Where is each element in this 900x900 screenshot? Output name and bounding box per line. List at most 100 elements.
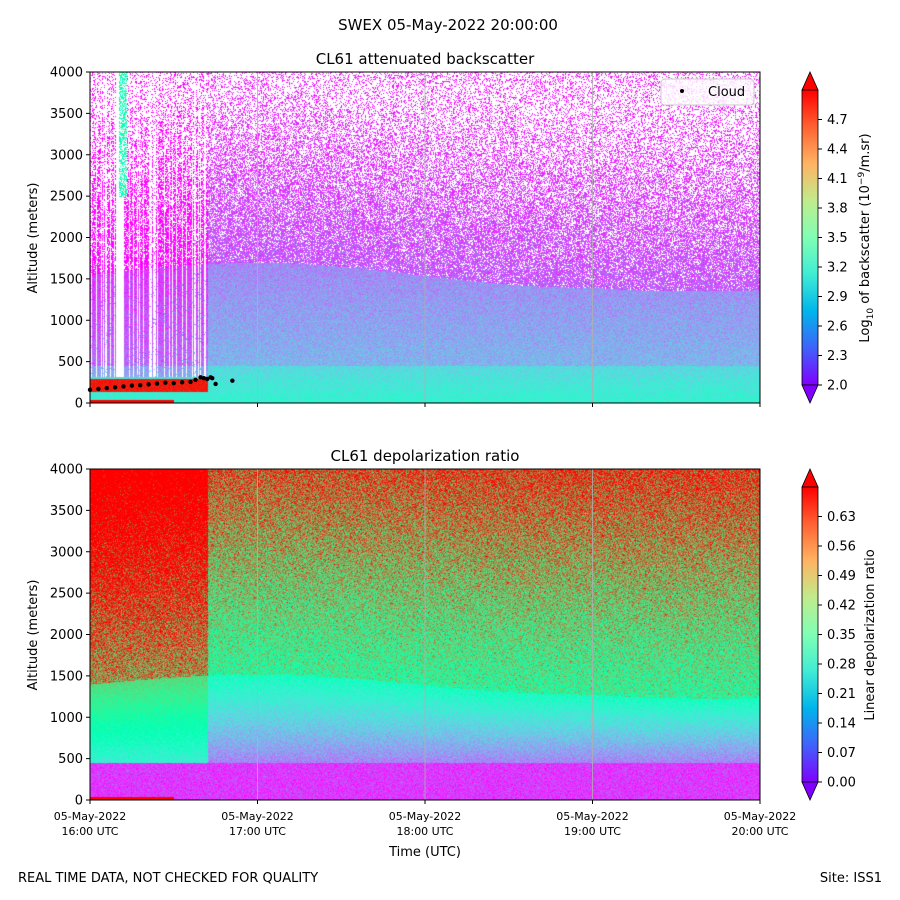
y-tick-label: 4000	[50, 463, 83, 478]
y-tick-label: 500	[58, 355, 83, 370]
colorbar-tick-label: 2.6	[827, 320, 848, 335]
y-tick-label: 4000	[50, 66, 83, 81]
depolarization-colorbar-body	[801, 486, 819, 783]
depolarization-colorbar-label: Linear depolarization ratio	[863, 549, 878, 720]
colorbar-tick-label: 0.14	[827, 717, 856, 732]
cloud-base-point	[179, 380, 185, 385]
x-tick-time: 19:00 UTC	[564, 825, 621, 838]
backscatter-colorbar-ticks: 2.0 2.3 2.6 2.9 3.2 3.5 3.8 4.1 4.4 4.7	[818, 113, 848, 394]
footer-site: Site: ISS1	[820, 871, 882, 886]
depolarization-x-ticks: 05-May-2022 16:00 UTC 05-May-2022 17:00 UTC…	[54, 800, 796, 838]
y-tick-label: 3500	[50, 504, 83, 519]
y-tick-label: 1000	[50, 711, 83, 726]
y-tick-label: 500	[58, 752, 83, 767]
colorbar-tick-label: 4.1	[827, 172, 848, 187]
x-tick-date: 05-May-2022	[556, 810, 628, 823]
cloud-base-point	[121, 384, 126, 389]
x-axis-label: Time (UTC)	[388, 845, 461, 860]
colorbar-tick-label: 4.4	[827, 143, 848, 158]
cloud-base-point	[171, 380, 176, 386]
colorbar-tick-label: 3.2	[827, 261, 848, 276]
backscatter-y-ticks: 0 500 1000 1500 2000 2500 3000 3500 4000	[50, 66, 90, 412]
colorbar-tick-label: 0.28	[827, 658, 856, 673]
backscatter-colorbar-extend-bottom	[801, 384, 819, 404]
depolarization-gridlines	[257, 469, 593, 800]
depolarization-ylabel: Altitude (meters)	[26, 580, 41, 691]
cloud-base-point	[163, 380, 168, 385]
colorbar-tick-label: 3.5	[827, 231, 848, 246]
colorbar-tick-label: 3.8	[827, 202, 848, 217]
colorbar-tick-label: 4.7	[827, 113, 848, 128]
x-tick-time: 18:00 UTC	[396, 825, 453, 838]
depolarization-title: CL61 depolarization ratio	[331, 447, 520, 465]
cloud-base-point	[138, 383, 143, 388]
y-tick-label: 1000	[50, 314, 83, 329]
backscatter-x-ticks	[89, 403, 761, 407]
depolarization-colorbar-ticks: 0.00 0.07 0.14 0.21 0.28 0.35 0.42 0.49 0.56 0.63	[818, 510, 856, 791]
x-tick-date: 05-May-2022	[54, 810, 126, 823]
cloud-base-point	[205, 376, 210, 382]
depolarization-colorbar-extend-bottom	[801, 781, 819, 801]
cloud-base-point	[112, 385, 118, 390]
x-tick-date: 05-May-2022	[389, 810, 461, 823]
x-tick-time: 17:00 UTC	[229, 825, 286, 838]
cloud-base-point	[213, 381, 218, 387]
cloud-legend-label: Cloud	[708, 85, 745, 100]
x-tick-date: 05-May-2022	[221, 810, 293, 823]
y-tick-label: 3500	[50, 107, 83, 122]
cloud-legend-marker	[680, 89, 684, 93]
backscatter-gridlines	[257, 72, 593, 403]
cloud-base-point	[210, 375, 215, 381]
backscatter-title: CL61 attenuated backscatter	[316, 50, 535, 68]
backscatter-colorbar: 2.0 2.3 2.6 2.9 3.2 3.5 3.8 4.1 4.4 4.7 Log10 of …	[801, 71, 876, 404]
backscatter-colorbar-label: Log10 of backscatter (10−9/m.sr)	[857, 133, 876, 342]
depolarization-colorbar-extend-top	[801, 468, 819, 488]
colorbar-tick-label: 2.0	[827, 379, 848, 394]
colorbar-tick-label: 0.49	[827, 569, 856, 584]
colorbar-tick-label: 0.07	[827, 746, 856, 761]
y-tick-label: 2000	[50, 628, 83, 643]
colorbar-tick-label: 0.56	[827, 540, 856, 555]
cloud-base-point	[154, 381, 160, 386]
y-tick-label: 3000	[50, 148, 83, 163]
cloud-base-point	[198, 375, 203, 380]
y-tick-label: 1500	[50, 669, 83, 684]
backscatter-panel: CL61 attenuated backscatter 0 500 1000 1500…	[26, 50, 876, 412]
x-tick-date: 05-May-2022	[724, 810, 796, 823]
footer-quality-note: REAL TIME DATA, NOT CHECKED FOR QUALITY	[18, 871, 318, 886]
depolarization-panel: CL61 depolarization ratio 0 500 1000 1500 20…	[26, 447, 878, 838]
colorbar-tick-label: 0.35	[827, 628, 856, 643]
cloud-base-point	[96, 386, 101, 392]
y-tick-label: 0	[75, 794, 83, 809]
x-tick-time: 16:00 UTC	[61, 825, 118, 838]
y-tick-label: 0	[75, 397, 83, 412]
figure-suptitle: SWEX 05-May-2022 20:00:00	[338, 16, 558, 34]
colorbar-tick-label: 0.21	[827, 687, 856, 702]
cloud-base-point	[104, 385, 109, 391]
y-tick-label: 3000	[50, 545, 83, 560]
y-tick-label: 1500	[50, 272, 83, 287]
colorbar-tick-label: 0.00	[827, 776, 856, 791]
cloud-base-point	[201, 375, 207, 381]
cloud-base-point	[188, 379, 193, 385]
colorbar-tick-label: 2.3	[827, 349, 848, 364]
backscatter-colorbar-body	[801, 89, 819, 386]
cloud-legend: Cloud	[660, 78, 755, 106]
cloud-base-point	[230, 378, 235, 383]
cloud-base-points	[87, 375, 235, 392]
depolarization-y-ticks: 0 500 1000 1500 2000 2500 3000 3500 4000	[50, 463, 90, 809]
y-tick-label: 2500	[50, 190, 83, 205]
colorbar-tick-label: 0.42	[827, 599, 856, 614]
cloud-base-point	[146, 382, 151, 387]
colorbar-tick-label: 0.63	[827, 510, 856, 525]
x-tick-time: 20:00 UTC	[731, 825, 788, 838]
cloud-base-point	[193, 377, 198, 383]
y-tick-label: 2500	[50, 587, 83, 602]
cloud-base-point	[129, 383, 135, 388]
backscatter-ylabel: Altitude (meters)	[26, 183, 41, 294]
y-tick-label: 2000	[50, 231, 83, 246]
colorbar-tick-label: 2.9	[827, 290, 848, 305]
depolarization-colorbar: 0.00 0.07 0.14 0.21 0.28 0.35 0.42 0.49 0.56 0.63…	[801, 468, 878, 801]
backscatter-colorbar-extend-top	[801, 71, 819, 91]
